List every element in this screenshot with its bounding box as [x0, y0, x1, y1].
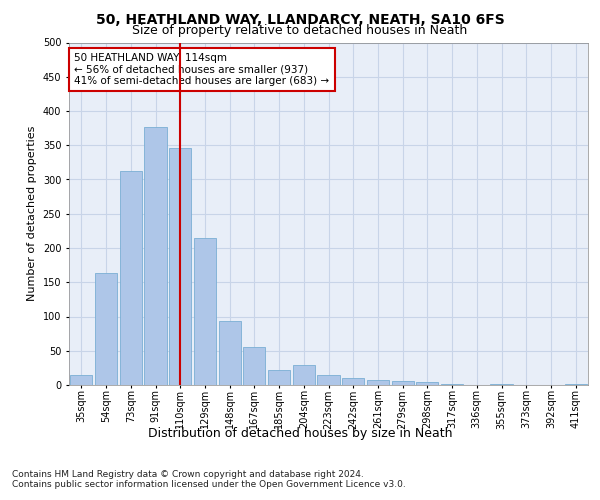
Bar — [70, 376, 92, 385]
Bar — [268, 370, 290, 385]
Text: 50, HEATHLAND WAY, LLANDARCY, NEATH, SA10 6FS: 50, HEATHLAND WAY, LLANDARCY, NEATH, SA1… — [95, 12, 505, 26]
Bar — [392, 381, 414, 385]
Bar — [194, 238, 216, 385]
Y-axis label: Number of detached properties: Number of detached properties — [27, 126, 37, 302]
Text: Contains HM Land Registry data © Crown copyright and database right 2024.
Contai: Contains HM Land Registry data © Crown c… — [12, 470, 406, 490]
Text: Distribution of detached houses by size in Neath: Distribution of detached houses by size … — [148, 428, 452, 440]
Text: 50 HEATHLAND WAY: 114sqm
← 56% of detached houses are smaller (937)
41% of semi-: 50 HEATHLAND WAY: 114sqm ← 56% of detach… — [74, 53, 329, 86]
Bar — [490, 384, 512, 385]
Bar — [441, 384, 463, 385]
Bar — [367, 380, 389, 385]
Text: Size of property relative to detached houses in Neath: Size of property relative to detached ho… — [133, 24, 467, 37]
Bar — [145, 128, 167, 385]
Bar — [342, 378, 364, 385]
Bar — [293, 365, 315, 385]
Bar — [119, 170, 142, 385]
Bar — [218, 322, 241, 385]
Bar — [243, 348, 265, 385]
Bar — [95, 272, 117, 385]
Bar — [169, 148, 191, 385]
Bar — [317, 376, 340, 385]
Bar — [416, 382, 439, 385]
Bar — [565, 384, 587, 385]
